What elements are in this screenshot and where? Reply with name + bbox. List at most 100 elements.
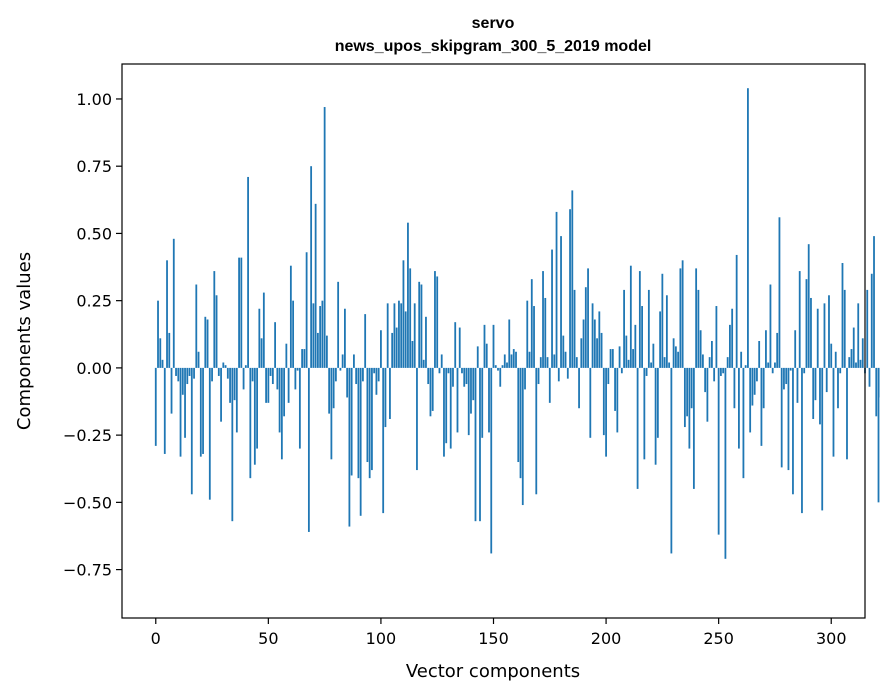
bar-217 xyxy=(643,367,646,460)
x-tick-label: 200 xyxy=(591,629,622,648)
y-tick-label: 1.00 xyxy=(76,90,112,109)
bar-132 xyxy=(452,367,454,387)
bar-254 xyxy=(726,357,729,368)
bar-292 xyxy=(812,367,815,419)
bar-133 xyxy=(454,322,457,368)
bar-206 xyxy=(618,346,621,368)
bar-200 xyxy=(605,367,607,457)
bar-47 xyxy=(260,338,263,368)
bar-278 xyxy=(780,367,783,468)
x-tick-label: 100 xyxy=(366,629,397,648)
bar-175 xyxy=(548,367,551,403)
bar-32 xyxy=(226,367,229,379)
bar-11 xyxy=(179,367,182,457)
bar-135 xyxy=(458,327,461,368)
bar-267 xyxy=(756,367,758,382)
bar-83 xyxy=(341,354,344,368)
bar-295 xyxy=(819,367,821,425)
bar-36 xyxy=(235,367,238,433)
y-axis-ticks: −0.75 −0.50 −0.25 0.00 0.25 0.50 0.75 1.00 xyxy=(63,90,122,580)
bar-304 xyxy=(839,367,842,374)
bar-65 xyxy=(301,349,304,368)
y-tick-label: −0.75 xyxy=(63,561,112,580)
bar-59 xyxy=(287,367,290,403)
bar-37 xyxy=(238,257,240,368)
bar-238 xyxy=(690,367,693,409)
x-tick-label: 0 xyxy=(151,629,161,648)
bar-165 xyxy=(526,300,529,368)
bar-303 xyxy=(837,367,839,409)
bar-300 xyxy=(830,343,833,368)
bar-15 xyxy=(188,367,191,376)
bar-218 xyxy=(645,367,648,376)
bar-176 xyxy=(551,249,553,368)
x-tick-label: 150 xyxy=(478,629,509,648)
bar-61 xyxy=(292,300,295,368)
bar-10 xyxy=(177,367,180,382)
bar-92 xyxy=(362,367,364,382)
bar-2 xyxy=(159,338,162,368)
bar-142 xyxy=(474,367,477,522)
y-tick-label: 0.50 xyxy=(76,224,112,243)
bar-134 xyxy=(456,367,459,433)
bar-182 xyxy=(564,351,567,368)
bar-113 xyxy=(409,268,412,368)
bar-222 xyxy=(654,367,657,465)
bar-157 xyxy=(508,319,511,368)
bar-199 xyxy=(602,367,605,436)
bar-58 xyxy=(285,343,288,368)
bar-4 xyxy=(163,367,166,454)
bar-129 xyxy=(445,367,448,444)
bar-156 xyxy=(506,362,508,368)
bar-28 xyxy=(217,367,220,376)
bar-39 xyxy=(242,367,245,390)
bar-163 xyxy=(521,367,524,506)
bar-251 xyxy=(720,367,722,376)
bar-70 xyxy=(312,303,315,368)
bar-101 xyxy=(382,367,385,514)
bar-154 xyxy=(501,365,504,368)
bar-122 xyxy=(429,367,432,417)
bar-62 xyxy=(294,367,297,390)
bar-306 xyxy=(843,289,846,368)
x-tick-label: 50 xyxy=(258,629,278,648)
bar-69 xyxy=(310,166,313,368)
bar-252 xyxy=(722,367,725,374)
bar-263 xyxy=(747,88,749,368)
bar-85 xyxy=(346,367,349,398)
bar-231 xyxy=(674,346,677,368)
bar-207 xyxy=(620,367,623,374)
bar-228 xyxy=(668,362,671,368)
chart-title-line1: servo xyxy=(472,15,515,32)
bar-314 xyxy=(861,338,864,368)
bar-177 xyxy=(553,354,556,368)
y-tick-label: 0.00 xyxy=(76,359,112,378)
bar-79 xyxy=(332,367,335,409)
bar-310 xyxy=(852,327,855,368)
bar-258 xyxy=(735,254,738,368)
bar-130 xyxy=(447,367,450,374)
bar-49 xyxy=(265,367,267,403)
bar-264 xyxy=(749,367,752,433)
bar-76 xyxy=(325,335,328,368)
bar-139 xyxy=(467,367,470,436)
bar-30 xyxy=(222,362,225,368)
bar-128 xyxy=(443,367,445,457)
bar-194 xyxy=(591,303,594,368)
bar-67 xyxy=(305,252,308,368)
bar-293 xyxy=(814,367,817,401)
bar-276 xyxy=(776,332,779,368)
bar-285 xyxy=(796,367,799,403)
bar-53 xyxy=(274,322,276,368)
bar-266 xyxy=(753,367,756,395)
bar-192 xyxy=(587,268,589,368)
bar-211 xyxy=(629,265,632,368)
bar-116 xyxy=(416,367,418,471)
bar-237 xyxy=(688,367,691,449)
bar-223 xyxy=(656,367,659,438)
bar-284 xyxy=(794,330,797,368)
bar-151 xyxy=(494,365,497,368)
bar-313 xyxy=(859,359,862,368)
bar-148 xyxy=(488,367,490,433)
y-tick-label: 0.75 xyxy=(76,157,112,176)
